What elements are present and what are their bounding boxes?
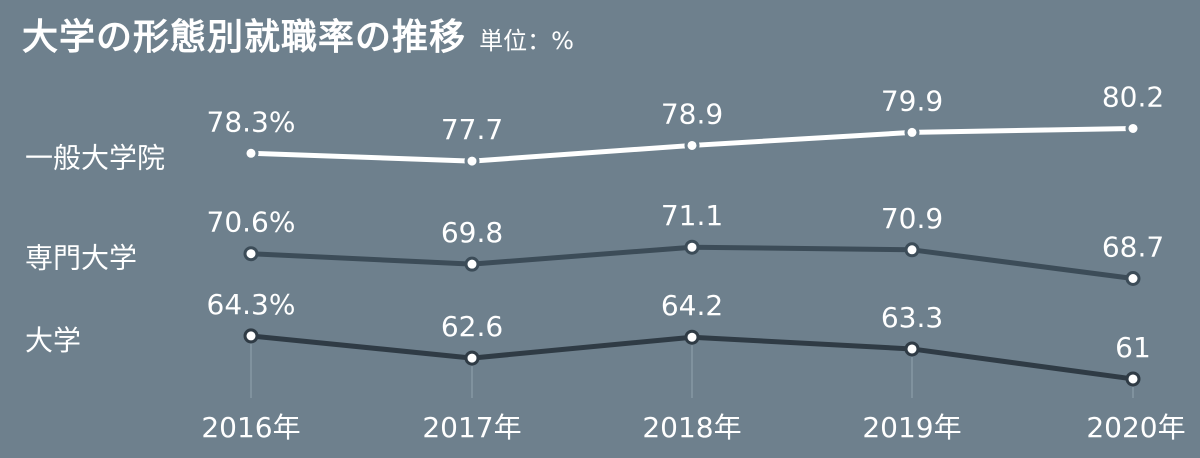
x-tick-label: 2018年 [642,411,741,444]
data-label-graduate-school: 78.9 [661,97,723,130]
series-points [243,120,1141,387]
data-label-professional-university: 70.6% [207,206,296,239]
data-point-university [1125,371,1141,387]
data-label-university: 62.6 [441,310,503,343]
data-label-graduate-school: 77.7 [441,113,503,146]
x-tick-label: 2017年 [422,411,521,444]
chart-header: 大学の形態別就職率の推移 単位：% [22,8,574,60]
guide-lines [250,343,1134,398]
data-point-graduate-school [904,124,920,140]
data-point-university [243,328,259,344]
data-label-university: 64.2 [661,289,723,322]
x-tick-label: 2019年 [862,411,961,444]
series-name-university: 大学 [25,324,81,357]
data-label-professional-university: 70.9 [881,202,943,235]
data-point-professional-university [464,256,480,272]
data-point-professional-university [243,246,259,262]
series-name-professional-university: 専門大学 [25,242,137,275]
data-label-graduate-school: 80.2 [1102,80,1164,113]
data-label-university: 63.3 [881,301,943,334]
data-point-professional-university [904,242,920,258]
data-label-university: 61 [1115,331,1151,364]
data-point-university [904,341,920,357]
x-axis-ticks: 2016年 2017年 2018年 2019年 2020年 [201,411,1185,444]
data-point-professional-university [684,239,700,255]
series-name-graduate-school: 一般大学院 [25,141,165,174]
value-labels: 78.3% 77.7 78.9 79.9 80.2 70.6% 69.8 71.1 70.9 68… [207,80,1165,363]
chart-unit: 単位：% [479,27,574,55]
data-point-university [684,329,700,345]
data-point-graduate-school [684,137,700,153]
data-label-professional-university: 68.7 [1102,231,1164,264]
data-point-graduate-school [243,145,259,161]
data-label-graduate-school: 78.3% [207,105,296,138]
data-label-professional-university: 71.1 [661,199,723,232]
x-tick-label: 2016年 [201,411,300,444]
data-label-professional-university: 69.8 [441,216,503,249]
data-point-professional-university [1125,271,1141,287]
data-point-graduate-school [464,153,480,169]
data-point-graduate-school [1125,120,1141,136]
data-label-graduate-school: 79.9 [881,84,943,117]
data-label-university: 64.3% [207,288,296,321]
data-point-university [464,350,480,366]
x-tick-label: 2020年 [1086,411,1185,444]
chart-title: 大学の形態別就職率の推移 [22,17,467,58]
